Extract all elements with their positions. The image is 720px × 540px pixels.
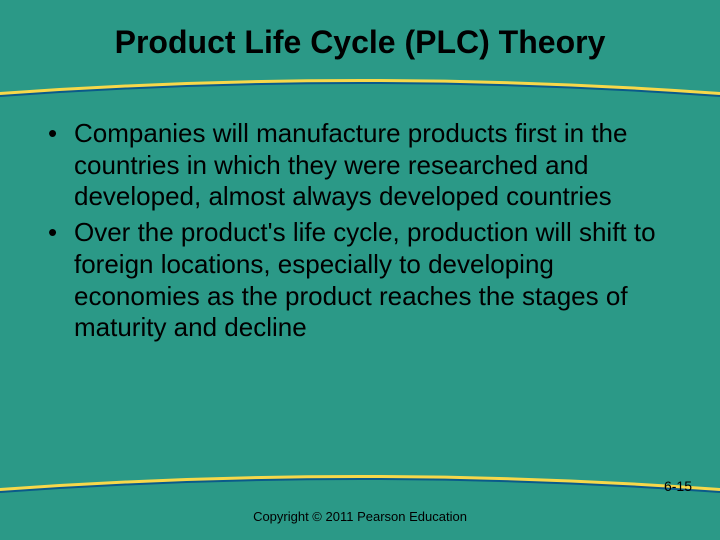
copyright-text: Copyright © 2011 Pearson Education <box>0 509 720 524</box>
bullet-item: • Companies will manufacture products fi… <box>48 118 668 213</box>
content-area: • Companies will manufacture products fi… <box>48 118 668 348</box>
bullet-marker: • <box>48 118 74 213</box>
slide-title: Product Life Cycle (PLC) Theory <box>0 24 720 61</box>
bullet-text: Companies will manufacture products firs… <box>74 118 668 213</box>
decorative-arc-top <box>0 76 720 100</box>
bullet-item: • Over the product's life cycle, product… <box>48 217 668 344</box>
slide: Product Life Cycle (PLC) Theory • Compan… <box>0 0 720 540</box>
bullet-text: Over the product's life cycle, productio… <box>74 217 668 344</box>
decorative-arc-bottom <box>0 472 720 496</box>
page-number: 6-15 <box>664 478 692 494</box>
bullet-marker: • <box>48 217 74 344</box>
